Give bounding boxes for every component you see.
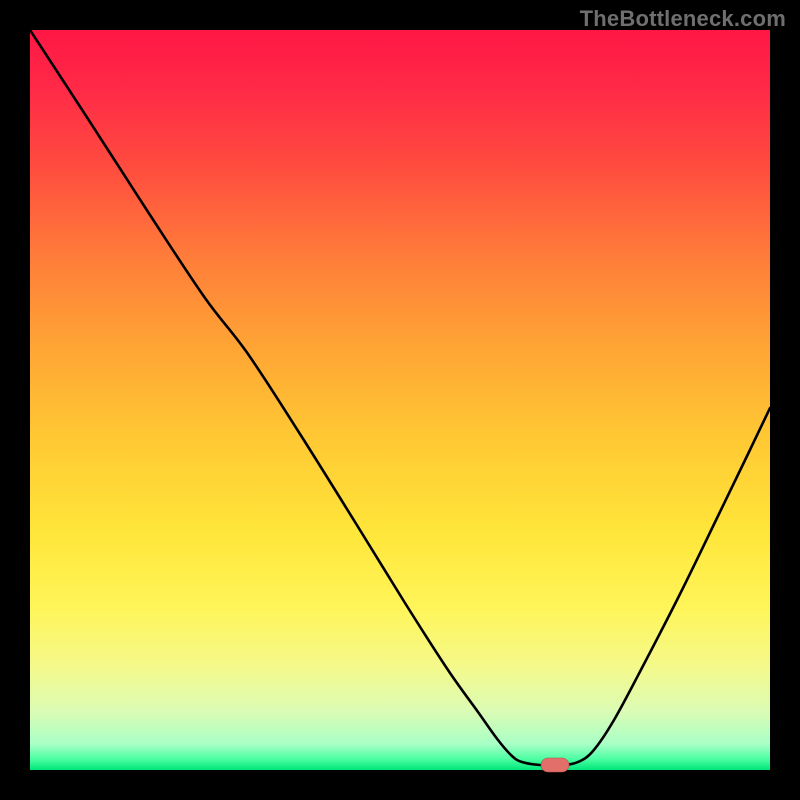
bottleneck-chart	[0, 0, 800, 800]
optimal-marker	[541, 758, 569, 772]
chart-frame: TheBottleneck.com	[0, 0, 800, 800]
gradient-background	[30, 30, 770, 770]
watermark-text: TheBottleneck.com	[580, 6, 786, 32]
